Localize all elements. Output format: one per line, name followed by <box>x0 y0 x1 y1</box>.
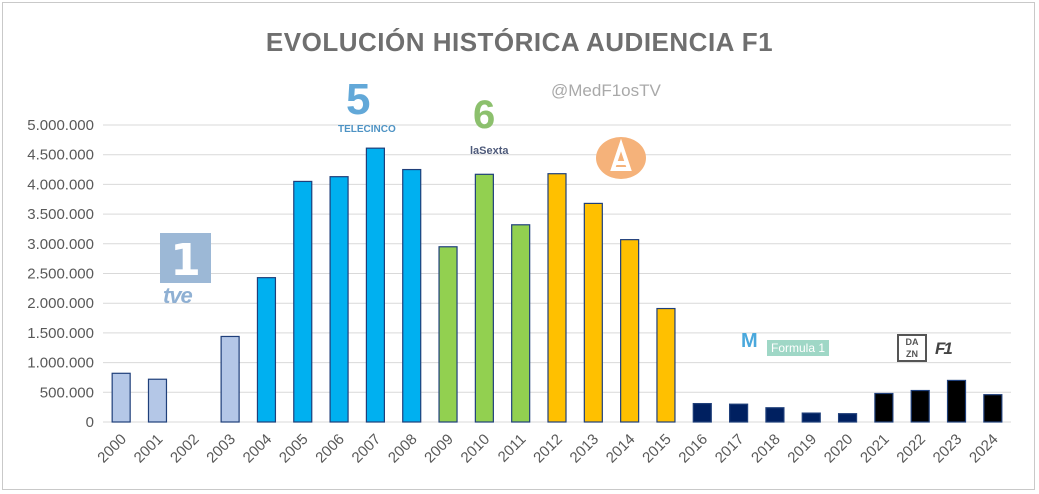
bar-2016 <box>692 402 712 423</box>
x-tick-label: 2023 <box>930 431 966 467</box>
bar-2012 <box>547 173 567 423</box>
x-tick-label: 2011 <box>495 431 530 466</box>
x-tick-label: 2008 <box>385 431 421 467</box>
y-tick-label: 1.000.000 <box>27 355 94 372</box>
y-tick-label: 1.500.000 <box>27 325 94 342</box>
bar-2021 <box>874 392 894 423</box>
y-tick-label: 0 <box>86 414 94 431</box>
antena3-logo-icon <box>596 137 646 179</box>
lasexta-logo-number: 6 <box>473 93 496 137</box>
watermark-text: @MedF1osTV <box>551 81 661 100</box>
x-tick-label: 2012 <box>530 431 566 467</box>
bar-2005 <box>293 180 313 423</box>
y-axis-ticks: 0 500.000 1.000.000 1.500.000 2.000.000 2.500… <box>27 117 94 431</box>
formula1-logo-text: Formula 1 <box>767 340 829 356</box>
x-tick-label: 2018 <box>748 431 784 467</box>
bar-2000 <box>111 372 131 423</box>
y-tick-label: 3.000.000 <box>27 236 94 253</box>
x-tick-label: 2009 <box>421 431 457 467</box>
chart-title: EVOLUCIÓN HISTÓRICA AUDIENCIA F1 <box>265 27 774 57</box>
bar-2019 <box>801 412 821 423</box>
x-tick-label: 2001 <box>131 431 167 467</box>
bar-2020 <box>837 413 858 423</box>
x-tick-label: 2020 <box>821 431 857 467</box>
bars <box>111 147 1003 423</box>
bar-2024 <box>983 394 1003 423</box>
bar-2022 <box>910 389 930 423</box>
bar-2011 <box>511 224 531 423</box>
tve-logo-text: tve <box>163 283 193 308</box>
bar-2009 <box>438 246 458 423</box>
x-tick-label: 2021 <box>857 431 893 467</box>
bar-2023 <box>946 379 967 423</box>
x-tick-label: 2024 <box>966 431 1002 467</box>
y-tick-label: 5.000.000 <box>27 117 94 134</box>
tve-logo: 1 <box>160 233 211 286</box>
bar-2010 <box>474 173 494 423</box>
y-tick-label: 4.000.000 <box>27 176 94 193</box>
bar-2018 <box>765 407 785 423</box>
bar-2014 <box>620 239 640 423</box>
telecinco-logo-text: TELECINCO <box>338 124 396 135</box>
bar-2003 <box>220 335 240 423</box>
x-tick-label: 2004 <box>240 431 276 467</box>
x-tick-label: 2005 <box>276 431 312 467</box>
telecinco-logo-number: 5 <box>346 75 371 124</box>
x-tick-label: 2016 <box>675 431 711 467</box>
x-tick-label: 2014 <box>603 431 639 467</box>
x-tick-label: 2015 <box>639 431 675 467</box>
lasexta-logo-text: laSexta <box>470 145 509 157</box>
x-tick-label: 2002 <box>167 431 203 467</box>
x-tick-label: 2007 <box>349 431 385 467</box>
y-tick-label: 500.000 <box>40 384 94 401</box>
bar-chart: 0 500.000 1.000.000 1.500.000 2.000.000 2.500… <box>27 117 1011 467</box>
f1-logo: F1 <box>935 339 953 358</box>
bar-2001 <box>147 378 168 423</box>
dazn-logo: DA ZN <box>897 334 927 362</box>
x-tick-label: 2000 <box>94 431 130 467</box>
bar-2006 <box>329 176 349 423</box>
x-tick-label: 2019 <box>784 431 820 467</box>
bar-2008 <box>402 168 422 423</box>
bar-2013 <box>583 202 603 423</box>
x-axis-ticks: 2000 2001 2002 2003 2004 2005 2006 2007 2008 2009… <box>94 431 1001 467</box>
bar-2004 <box>256 277 277 423</box>
movistar-logo-mark: M <box>741 330 758 352</box>
x-tick-label: 2017 <box>712 431 748 467</box>
x-tick-label: 2010 <box>458 431 494 467</box>
x-tick-label: 2013 <box>567 431 603 467</box>
tve-logo-number: 1 <box>170 235 201 286</box>
x-tick-label: 2006 <box>312 431 348 467</box>
y-tick-label: 2.000.000 <box>27 295 94 312</box>
x-tick-label: 2003 <box>203 431 239 467</box>
x-tick-label: 2022 <box>893 431 929 467</box>
y-tick-label: 4.500.000 <box>27 147 94 164</box>
bar-2007 <box>365 147 385 423</box>
y-tick-label: 3.500.000 <box>27 206 94 223</box>
y-tick-label: 2.500.000 <box>27 266 94 283</box>
bar-2015 <box>656 307 676 423</box>
bar-2017 <box>728 403 749 423</box>
